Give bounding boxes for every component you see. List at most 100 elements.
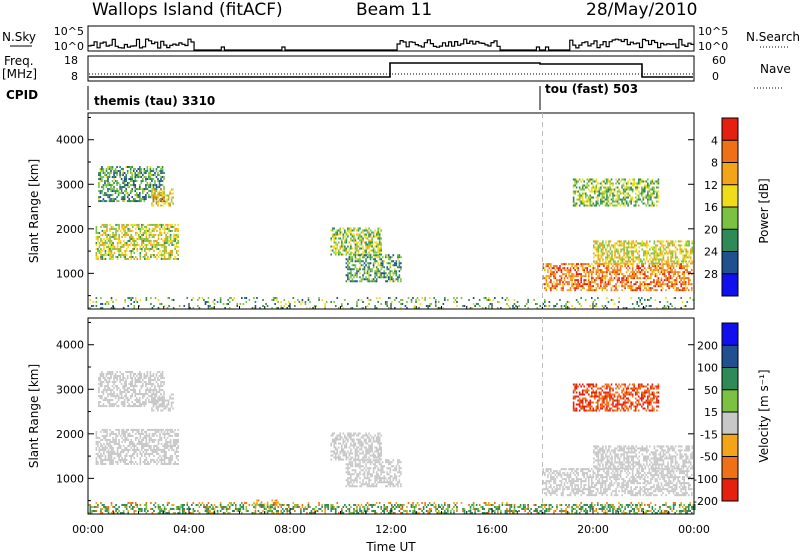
velocity-cell — [125, 430, 128, 433]
power-cell — [631, 184, 634, 187]
power-cell — [634, 273, 637, 276]
power-cell — [636, 287, 639, 290]
power-cell — [654, 273, 657, 276]
power-cell — [104, 241, 107, 244]
power-cell — [583, 188, 586, 191]
power-cell — [646, 240, 648, 243]
power-cell — [584, 273, 587, 276]
power-cell — [679, 250, 681, 253]
power-cell — [631, 188, 634, 191]
velocity-cell — [356, 448, 358, 451]
velocity-cell — [354, 450, 357, 453]
power-cell — [163, 198, 165, 201]
power-cell — [175, 229, 178, 232]
velocity-cell — [169, 409, 171, 412]
power-cell — [607, 186, 610, 189]
power-cell — [103, 231, 105, 234]
power-cell — [122, 227, 125, 230]
velocity-cell — [107, 395, 109, 398]
power-cell — [391, 260, 393, 263]
power-cell — [554, 285, 557, 288]
velocity-cell — [126, 399, 129, 402]
power-cell — [642, 196, 645, 199]
power-cell — [324, 302, 326, 305]
velocity-cell — [143, 393, 146, 396]
power-cell — [207, 306, 210, 309]
power-cell — [616, 269, 619, 272]
velocity-cell — [110, 432, 113, 435]
power-cell — [418, 298, 420, 301]
power-cell — [120, 192, 123, 195]
velocity-cell — [105, 397, 108, 400]
velocity-cell — [109, 428, 111, 431]
power-cell — [581, 184, 584, 187]
velocity-cell — [128, 440, 131, 443]
power-cell — [137, 237, 140, 240]
power-cell — [548, 263, 551, 266]
power-cell — [104, 233, 107, 236]
power-cell — [172, 298, 175, 301]
power-cell — [633, 289, 635, 292]
velocity-cell — [144, 436, 146, 439]
power-cell — [381, 262, 384, 265]
power-cell — [656, 267, 658, 270]
power-cell — [688, 260, 691, 263]
power-cell — [672, 287, 675, 290]
colorbar-tick-label: 4 — [711, 134, 718, 147]
power-cell — [602, 246, 604, 249]
power-cell — [120, 198, 123, 201]
power-cell — [143, 188, 146, 191]
velocity-cell — [157, 405, 159, 408]
velocity-cell — [104, 377, 106, 380]
power-cell — [595, 289, 598, 292]
power-cell — [154, 198, 156, 201]
power-cell — [351, 278, 354, 281]
power-cell — [684, 289, 687, 292]
power-cell — [368, 266, 370, 269]
velocity-cell — [107, 381, 109, 384]
power-cell — [568, 306, 570, 309]
velocity-cell — [99, 405, 102, 408]
power-cell — [109, 257, 111, 260]
power-cell — [103, 257, 105, 260]
velocity-cell — [97, 442, 99, 445]
velocity-cell — [177, 454, 179, 457]
velocity-cell — [103, 442, 105, 445]
power-cell — [387, 296, 390, 299]
power-cell — [132, 200, 135, 203]
power-cell — [658, 262, 660, 265]
power-cell — [648, 196, 651, 199]
power-cell — [601, 263, 604, 266]
power-cell — [624, 200, 626, 203]
power-cell — [647, 298, 649, 301]
power-cell — [597, 254, 600, 257]
power-cell — [105, 194, 108, 197]
power-cell — [584, 275, 587, 278]
power-cell — [347, 227, 349, 230]
power-cell — [607, 283, 610, 286]
power-cell — [633, 306, 635, 309]
power-cell — [330, 253, 332, 256]
power-cell — [397, 278, 399, 281]
power-cell — [477, 302, 479, 305]
power-cell — [174, 235, 176, 238]
power-cell — [669, 302, 672, 305]
velocity-cell — [155, 389, 158, 392]
power-cell — [586, 186, 589, 189]
power-cell — [624, 198, 626, 201]
power-cell — [283, 304, 286, 307]
power-cell — [122, 245, 125, 248]
power-cell — [553, 306, 555, 309]
power-cell — [633, 184, 635, 187]
velocity-cell — [101, 428, 104, 431]
power-cell — [407, 296, 410, 299]
power-cell — [660, 271, 663, 274]
power-cell — [114, 176, 117, 179]
power-cell — [575, 285, 578, 288]
power-cell — [559, 298, 561, 301]
power-cell — [116, 180, 118, 183]
power-cell — [158, 184, 161, 187]
velocity-cell — [145, 458, 148, 461]
power-cell — [472, 302, 475, 305]
velocity-cell — [155, 405, 158, 408]
